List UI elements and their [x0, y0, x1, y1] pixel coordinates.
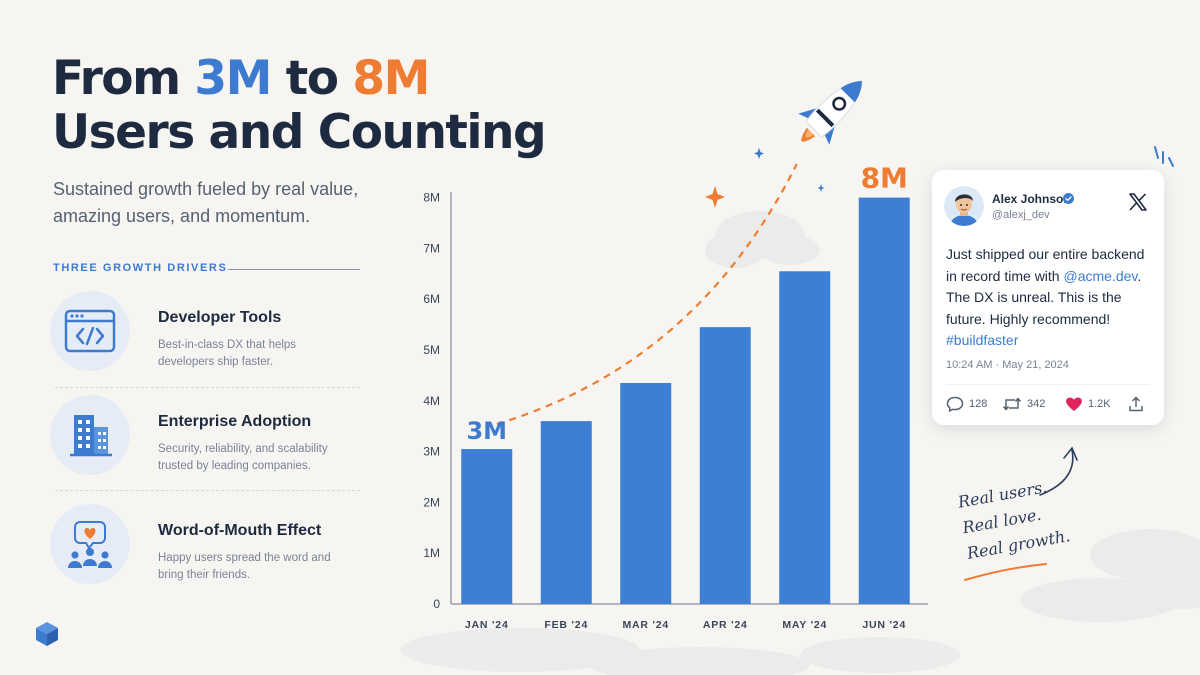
- y-tick-label: 0: [433, 597, 440, 611]
- driver-title: Enterprise Adoption: [158, 413, 312, 430]
- share-button[interactable]: [1128, 396, 1144, 412]
- driver-enterprise-adoption: Enterprise Adoption Security, reliabilit…: [50, 395, 360, 491]
- driver-word-of-mouth: Word-of-Mouth Effect Happy users spread …: [50, 504, 360, 600]
- driver-description: Best-in-class DX that helps developers s…: [158, 339, 297, 368]
- driver-divider: [55, 387, 360, 388]
- driver-title: Word-of-Mouth Effect: [158, 522, 322, 539]
- x-tick-label: MAR '24: [622, 619, 669, 631]
- avatar[interactable]: [944, 186, 984, 226]
- driver-title: Developer Tools: [158, 309, 282, 326]
- retweet-count: 342: [1027, 398, 1046, 410]
- headline-connector: to: [270, 51, 353, 106]
- sparkle-icon: [705, 186, 725, 208]
- tweet-divider: [946, 384, 1150, 385]
- x-tick-label: APR '24: [703, 619, 748, 631]
- accent-strokes: [1154, 146, 1174, 167]
- tweet-mention-link[interactable]: @acme.dev: [1063, 267, 1138, 284]
- bar: [779, 271, 831, 604]
- x-tick-label: FEB '24: [544, 619, 588, 631]
- arrow-up-icon: [1039, 446, 1078, 496]
- y-tick-label: 2M: [423, 495, 440, 509]
- driver-divider: [55, 490, 360, 491]
- building-icon: [70, 415, 112, 457]
- bar: [540, 421, 592, 604]
- drivers-heading: THREE GROWTH DRIVERS: [53, 262, 228, 274]
- bar: [461, 449, 513, 604]
- retweet-button[interactable]: 342: [1002, 396, 1045, 412]
- headline-prefix: From: [52, 51, 195, 106]
- sparkle-icon: [754, 148, 825, 192]
- bar: [620, 383, 672, 604]
- tweet-text-part: Just shipped our entire backend in recor…: [946, 246, 1145, 284]
- headline: From 3M to 8M Users and Counting: [52, 52, 572, 160]
- underline-stroke: [964, 563, 1047, 581]
- reply-button[interactable]: 128: [946, 396, 987, 412]
- bar: [858, 197, 910, 604]
- people-heart-icon: [68, 521, 112, 568]
- driver-description: Happy users spread the word and bring th…: [158, 552, 331, 581]
- driver-icon-circle: [50, 504, 130, 584]
- end-value-label: 8M: [861, 162, 908, 195]
- reply-count: 128: [969, 398, 988, 410]
- x-tick-label: JAN '24: [465, 619, 509, 631]
- tweet-author-name[interactable]: Alex Johnson: [992, 192, 1071, 206]
- y-tick-label: 8M: [423, 191, 440, 205]
- driver-icon-circle: [50, 395, 130, 475]
- driver-icon-circle: [50, 291, 130, 371]
- subtitle: Sustained growth fueled by real value, a…: [53, 179, 359, 226]
- retweet-icon: [1002, 397, 1022, 411]
- headline-line2: Users and Counting: [52, 105, 547, 160]
- share-icon: [1129, 396, 1143, 412]
- start-value-label: 3M: [466, 417, 507, 445]
- tweet-author-handle[interactable]: @alexj_dev: [992, 209, 1050, 221]
- y-tick-label: 1M: [423, 546, 440, 560]
- like-button[interactable]: 1.2K: [1065, 396, 1111, 412]
- x-logo-icon[interactable]: [1128, 192, 1148, 212]
- brand-cube-logo: [36, 622, 58, 646]
- x-tick-label: JUN '24: [862, 619, 906, 631]
- headline-to-value: 8M: [352, 51, 430, 106]
- driver-developer-tools: Developer Tools Best-in-class DX that he…: [50, 291, 360, 387]
- trend-dashed-line: [496, 163, 798, 426]
- tweet-text-part: . The DX is unreal. This is the future. …: [946, 267, 1142, 327]
- x-tick-label: MAY '24: [782, 619, 827, 631]
- rocket-icon: [798, 80, 863, 145]
- y-tick-label: 7M: [423, 241, 440, 255]
- y-tick-label: 4M: [423, 394, 440, 408]
- tweet-hashtag-link[interactable]: #buildfaster: [946, 332, 1019, 348]
- like-count: 1.2K: [1088, 398, 1111, 410]
- drivers-heading-rule: [228, 269, 360, 270]
- driver-description: Security, reliability, and scalability t…: [158, 443, 328, 472]
- tweet-timestamp[interactable]: 10:24 AM · May 21, 2024: [946, 359, 1069, 371]
- reply-icon: [946, 396, 964, 412]
- y-tick-label: 3M: [423, 445, 440, 459]
- bar: [699, 327, 751, 604]
- y-tick-label: 5M: [423, 343, 440, 357]
- code-window-icon: [64, 309, 116, 353]
- y-tick-label: 6M: [423, 292, 440, 306]
- verified-badge-icon: [1063, 193, 1074, 204]
- heart-icon: [1066, 397, 1082, 411]
- headline-from-value: 3M: [194, 51, 272, 106]
- tweet-text: Just shipped our entire backend in recor…: [946, 244, 1158, 352]
- testimonial-tweet-card[interactable]: Alex Johnson @alexj_dev Just shipped our…: [932, 170, 1164, 425]
